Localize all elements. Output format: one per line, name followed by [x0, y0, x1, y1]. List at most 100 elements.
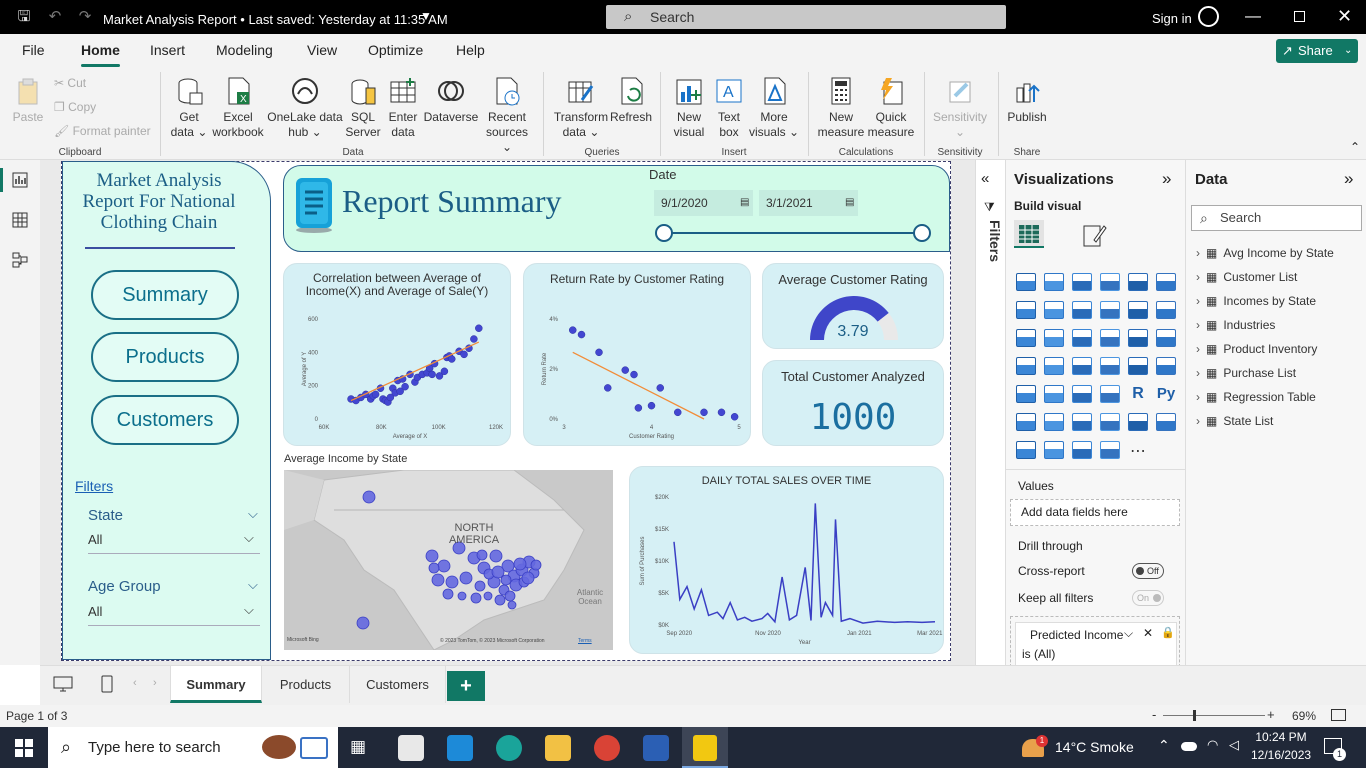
- 100-bar-visual-icon[interactable]: [1128, 273, 1148, 291]
- paginated-visual-icon[interactable]: [1128, 413, 1148, 431]
- collapse-right-icon[interactable]: »: [1344, 169, 1354, 188]
- zoom-in-button[interactable]: +: [1267, 707, 1275, 722]
- date-from-input[interactable]: 9/1/2020 ▤: [654, 190, 753, 216]
- quick-measure-button[interactable]: Quick measure: [866, 76, 916, 140]
- table-view-icon[interactable]: [12, 212, 28, 228]
- recent-sources-button[interactable]: Recent sources ⌄: [480, 76, 534, 155]
- menu-home[interactable]: Home: [81, 42, 120, 67]
- save-icon[interactable]: 🖫: [17, 8, 31, 25]
- date-slider-track[interactable]: [664, 232, 922, 234]
- copy-button[interactable]: ❐ Copy: [54, 100, 96, 114]
- kpi-visual-icon[interactable]: [1016, 385, 1036, 403]
- zoom-slider[interactable]: [1163, 715, 1265, 716]
- key-influencers-visual-icon[interactable]: [1016, 413, 1036, 431]
- new-measure-button[interactable]: New measure: [816, 76, 866, 140]
- redo-icon[interactable]: ↷: [78, 8, 92, 25]
- chevron-down-icon[interactable]: ⌵: [248, 577, 258, 592]
- azure-map-visual-icon[interactable]: [1072, 357, 1092, 375]
- state-filter-dropdown[interactable]: All ⌵: [88, 530, 260, 554]
- weather-text[interactable]: 14°C Smoke: [1055, 739, 1134, 755]
- publish-button[interactable]: Publish: [1006, 76, 1048, 125]
- minimize-icon[interactable]: —: [1245, 8, 1261, 25]
- menu-help[interactable]: Help: [456, 42, 485, 58]
- avg-rating-gauge-card[interactable]: Average Customer Rating 3.79: [762, 263, 944, 349]
- account-icon[interactable]: [1198, 6, 1219, 27]
- data-table-item[interactable]: › ▦ Customer List: [1196, 270, 1297, 284]
- report-view-icon[interactable]: [12, 172, 28, 188]
- nav-summary-button[interactable]: Summary: [91, 270, 239, 320]
- gauge-visual-icon[interactable]: [1100, 357, 1120, 375]
- share-button[interactable]: ↗ Share ⌄: [1276, 39, 1358, 63]
- predicted-income-filter-card[interactable]: Predicted Income ⌵ ✕ 🔒 is (All): [1015, 622, 1177, 666]
- tabs-scroll-right-icon[interactable]: ›: [153, 677, 157, 689]
- clustered-column-visual-icon[interactable]: [1100, 273, 1120, 291]
- map-terms-link[interactable]: Terms: [578, 638, 592, 644]
- filters-pane[interactable]: « ⧩ Filters: [975, 160, 1005, 665]
- volume-icon[interactable]: ◁: [1229, 737, 1239, 752]
- chrome-icon[interactable]: [594, 735, 620, 761]
- keep-filters-toggle[interactable]: On: [1132, 590, 1164, 606]
- clock-time[interactable]: 10:24 PM: [1255, 730, 1307, 744]
- stacked-area-visual-icon[interactable]: [1072, 301, 1092, 319]
- close-icon[interactable]: ✕: [1143, 626, 1154, 640]
- data-table-item[interactable]: › ▦ Industries: [1196, 318, 1275, 332]
- goals-visual-icon[interactable]: [1100, 441, 1120, 459]
- more-visuals-button[interactable]: More visuals ⌄: [748, 76, 800, 140]
- page-tab-customers[interactable]: Customers: [350, 666, 446, 703]
- task-view-icon[interactable]: ▦: [350, 737, 367, 756]
- menu-view[interactable]: View: [307, 42, 338, 58]
- line-visual-icon[interactable]: [1016, 301, 1036, 319]
- multi-row-card-visual-icon[interactable]: [1156, 357, 1176, 375]
- menu-file[interactable]: File: [22, 42, 45, 58]
- data-search-input[interactable]: ⌕ Search: [1191, 205, 1362, 231]
- title-dropdown-icon[interactable]: ▼: [420, 9, 432, 23]
- data-table-item[interactable]: › ▦ Regression Table: [1196, 390, 1316, 404]
- sql-server-button[interactable]: SQL Server: [344, 76, 382, 140]
- mail-icon[interactable]: [447, 735, 473, 761]
- date-slider-end-handle[interactable]: [913, 224, 931, 242]
- income-map[interactable]: NORTH AMERICA Atlantic Ocean Microsoft B…: [284, 470, 613, 650]
- ribbon-visual-icon[interactable]: [1156, 301, 1176, 319]
- expand-left-icon[interactable]: «: [981, 170, 990, 187]
- data-table-item[interactable]: › ▦ State List: [1196, 414, 1273, 428]
- collapse-right-icon[interactable]: »: [1162, 169, 1172, 188]
- waterfall-visual-icon[interactable]: [1016, 329, 1036, 347]
- tabs-scroll-left-icon[interactable]: ‹: [133, 677, 137, 689]
- card-visual-icon[interactable]: [1128, 357, 1148, 375]
- scatter-visual-icon[interactable]: [1072, 329, 1092, 347]
- cross-report-toggle[interactable]: Off: [1132, 563, 1164, 579]
- powerbi-taskbar-button[interactable]: [682, 727, 728, 768]
- menu-modeling[interactable]: Modeling: [216, 42, 273, 58]
- get-data-button[interactable]: Get data ⌄: [168, 76, 210, 140]
- return-rate-scatter-card[interactable]: Return Rate by Customer Rating 0% 2% 4% 3 4 5…: [523, 263, 751, 446]
- daily-sales-line-card[interactable]: DAILY TOTAL SALES OVER TIME $0K $5K $10K $1…: [629, 466, 944, 654]
- build-visual-tab[interactable]: [1014, 220, 1044, 248]
- mobile-layout-icon[interactable]: [101, 675, 113, 693]
- zoom-out-button[interactable]: -: [1152, 707, 1157, 722]
- nav-products-button[interactable]: Products: [91, 332, 239, 382]
- text-box-button[interactable]: A Text box: [710, 76, 748, 140]
- age-filter-dropdown[interactable]: All ⌵: [88, 602, 260, 626]
- values-drop-zone[interactable]: Add data fields here: [1010, 499, 1180, 526]
- file-explorer-icon[interactable]: [545, 735, 571, 761]
- store-icon[interactable]: [398, 735, 424, 761]
- total-customers-card[interactable]: Total Customer Analyzed 1000: [762, 360, 944, 446]
- area-visual-icon[interactable]: [1044, 301, 1064, 319]
- income-sale-scatter-card[interactable]: Correlation between Average of Income(X)…: [283, 263, 511, 446]
- scorecard-visual-icon[interactable]: [1044, 441, 1064, 459]
- edge-icon[interactable]: [496, 735, 522, 761]
- matrix-visual-icon[interactable]: [1100, 385, 1120, 403]
- treemap-visual-icon[interactable]: [1156, 329, 1176, 347]
- table-visual-icon[interactable]: [1072, 385, 1092, 403]
- undo-icon[interactable]: ↶: [48, 8, 62, 25]
- power-apps-visual-icon[interactable]: [1156, 413, 1176, 431]
- chevron-up-icon[interactable]: ⌃: [1158, 737, 1170, 753]
- menu-insert[interactable]: Insert: [150, 42, 186, 58]
- python-visual-visual-icon[interactable]: Py: [1156, 385, 1176, 402]
- more-visual-icon[interactable]: ⋯: [1130, 443, 1146, 460]
- enter-data-button[interactable]: Enter data: [384, 76, 422, 140]
- collapse-ribbon-icon[interactable]: ⌃: [1350, 140, 1361, 154]
- maximize-icon[interactable]: [1294, 11, 1305, 22]
- pie-visual-icon[interactable]: [1100, 329, 1120, 347]
- excel-workbook-button[interactable]: X Excel workbook: [210, 76, 266, 140]
